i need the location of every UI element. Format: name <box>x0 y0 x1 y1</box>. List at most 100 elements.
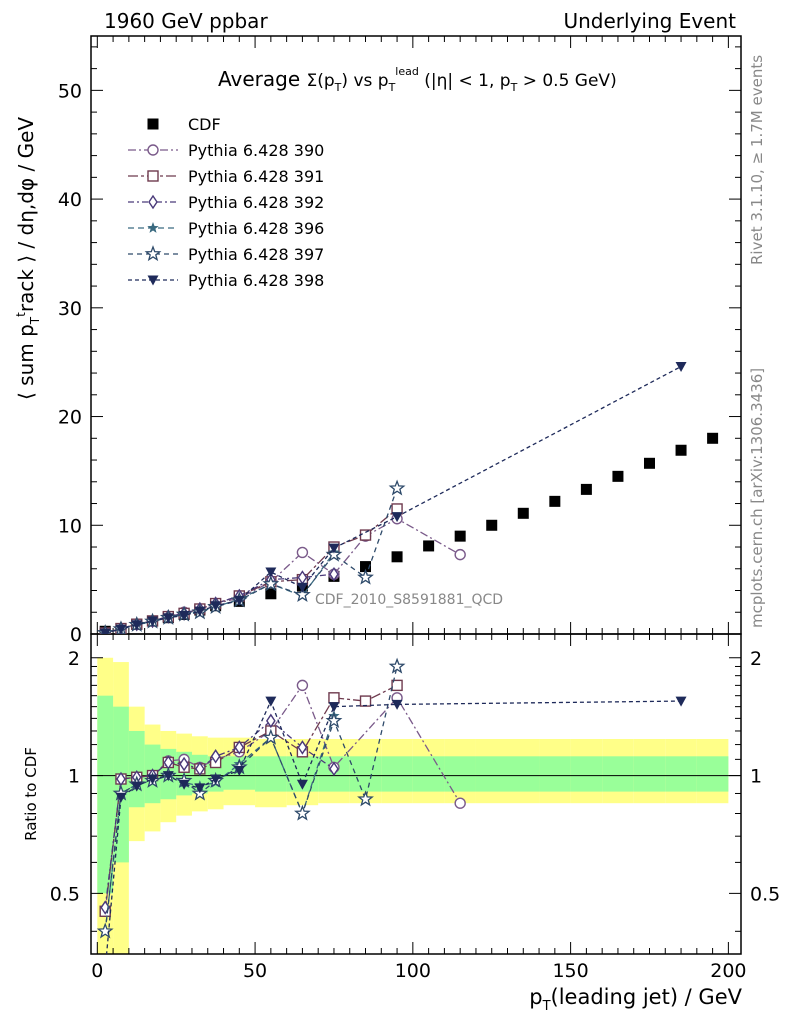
data-point <box>297 740 308 755</box>
legend-label: Pythia 6.428 392 <box>188 193 324 212</box>
legend: CDF Pythia 6.428 390 Pythia 6.428 391 Pythi… <box>128 115 324 290</box>
ratio-y-tick-label: 0.5 <box>750 883 780 905</box>
ratio-y-tick-label: 1 <box>750 766 762 788</box>
data-point <box>194 606 206 617</box>
data-point <box>675 362 687 373</box>
data-point <box>265 567 277 578</box>
header-right: Underlying Event <box>563 9 736 33</box>
data-point <box>357 790 374 807</box>
data-point <box>325 545 343 562</box>
inner-band <box>602 756 634 792</box>
watermark: CDF_2010_S8591881_QCD <box>315 592 503 608</box>
data-point <box>266 713 276 729</box>
legend-marker <box>147 118 159 130</box>
data-point <box>454 797 466 809</box>
header-left: 1960 GeV ppbar <box>104 9 268 33</box>
inner-band <box>97 695 114 894</box>
data-point <box>265 696 277 707</box>
legend-marker <box>148 194 158 210</box>
x-tick-label: 200 <box>710 960 746 982</box>
y-tick-label: 30 <box>58 298 82 320</box>
data-point <box>131 781 143 792</box>
data-point <box>178 611 190 622</box>
legend-label: Pythia 6.428 397 <box>188 245 324 264</box>
plot-frames <box>90 35 742 955</box>
ratio-y-tick-label: 2 <box>68 648 80 670</box>
mc-uncertainty-bands <box>91 657 741 954</box>
legend-entry: Pythia 6.428 396 <box>128 219 324 238</box>
data-point <box>391 679 403 692</box>
ratio-y-tick-label: 0.5 <box>50 883 80 905</box>
data-point <box>210 749 221 764</box>
data-point <box>234 740 245 755</box>
inner-band <box>665 756 697 792</box>
data-point <box>357 568 374 585</box>
data-point <box>612 470 624 482</box>
data-point <box>178 779 190 790</box>
data-point <box>293 804 311 821</box>
data-point <box>262 575 280 592</box>
data-point <box>549 495 561 507</box>
data-point <box>329 761 339 777</box>
data-point <box>359 529 372 541</box>
data-point <box>262 728 280 745</box>
x-tick-label: 150 <box>552 960 588 982</box>
legend-marker <box>147 222 159 233</box>
ratio-panel-series <box>96 657 687 954</box>
data-point <box>707 432 719 444</box>
legend-marker <box>144 245 162 262</box>
data-point <box>265 588 277 600</box>
data-point <box>486 519 498 531</box>
legend-marker <box>147 144 159 156</box>
legend-marker <box>147 275 159 286</box>
inner-band <box>381 756 413 792</box>
x-tick-label: 100 <box>395 960 431 982</box>
y-tick-label: 20 <box>58 407 82 429</box>
data-point <box>391 551 403 563</box>
series-pythia-6-428-397-main <box>96 479 406 634</box>
legend-entry: Pythia 6.428 398 <box>128 271 324 290</box>
data-point <box>233 595 245 606</box>
y-tick-label: 50 <box>58 80 82 102</box>
legend-entry: Pythia 6.428 391 <box>128 167 324 186</box>
ratio-ylabel: Ratio to CDF <box>22 747 40 841</box>
data-point <box>388 657 406 674</box>
data-point <box>179 756 189 772</box>
mcplots-label: mcplots.cern.ch [arXiv:1306.3436] <box>748 368 766 628</box>
data-point <box>454 530 466 542</box>
series-line <box>104 684 398 912</box>
inner-band <box>507 756 540 792</box>
inner-band <box>633 756 666 792</box>
inner-band <box>412 756 445 792</box>
data-point <box>195 761 205 777</box>
ratio-y-tick-label: 2 <box>750 648 762 670</box>
legend-label: Pythia 6.428 398 <box>188 271 324 290</box>
legend-label: Pythia 6.428 391 <box>188 167 324 186</box>
series-pythia-6-428-398-main <box>99 362 687 634</box>
legend-label: CDF <box>188 115 221 134</box>
data-point <box>296 582 308 593</box>
inner-band <box>444 756 476 792</box>
main-ylabel: ⟨ sum pTtrack ⟩ / dη,dφ / GeV <box>14 117 42 400</box>
x-axis-label: pT(leading jet) / GeV <box>529 985 742 1014</box>
legend-entry: Pythia 6.428 390 <box>128 141 324 160</box>
data-point <box>391 699 403 710</box>
legend-entry: CDF <box>147 115 221 134</box>
data-point <box>391 512 403 523</box>
data-point <box>210 601 222 612</box>
data-point <box>293 586 311 603</box>
data-point <box>147 616 159 627</box>
data-point <box>147 774 159 785</box>
data-point <box>325 711 343 728</box>
data-point <box>675 696 687 707</box>
y-tick-label: 10 <box>58 515 82 537</box>
axis-tick-labels: 0 50 100 150 200 0 10 20 30 40 50 0.5 0.5 1 1 2 2 <box>50 80 780 982</box>
legend-label: Pythia 6.428 390 <box>188 141 324 160</box>
data-point <box>99 628 111 634</box>
rivet-label: Rivet 3.1.10, ≥ 1.7M events <box>748 55 766 265</box>
inner-band <box>539 756 571 792</box>
data-point <box>328 543 340 554</box>
main-panel-series <box>96 362 719 634</box>
series-line <box>105 518 461 634</box>
